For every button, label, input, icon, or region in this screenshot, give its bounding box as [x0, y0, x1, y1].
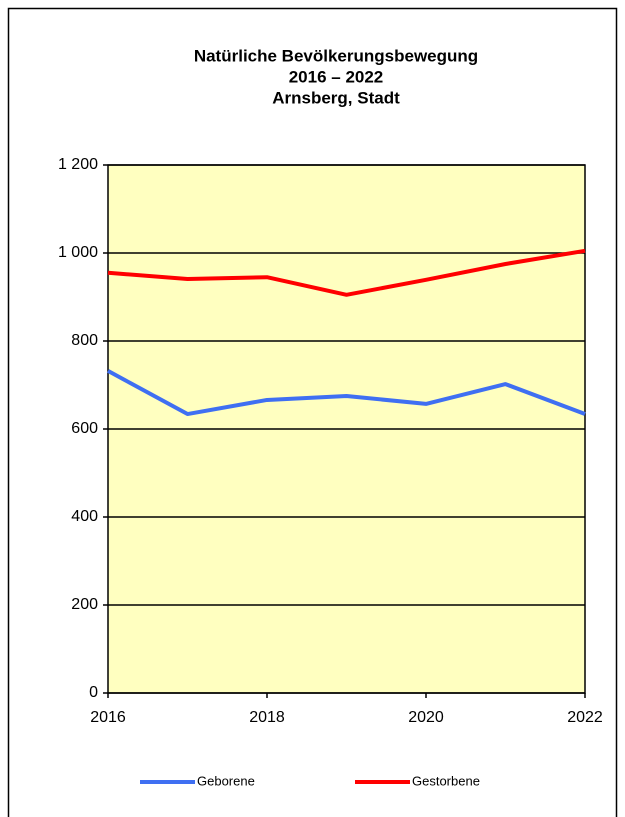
chart-title: 2016 – 2022: [289, 67, 384, 86]
x-tick-label: 2018: [249, 709, 285, 726]
series-line: [107, 248, 586, 297]
x-tick-label: 2016: [90, 709, 126, 726]
chart-title: Arnsberg, Stadt: [272, 88, 400, 107]
y-tick-label: 600: [71, 420, 98, 437]
x-tick-label: 2020: [408, 709, 444, 726]
legend-label: Gestorbene: [412, 773, 480, 788]
series-line: [107, 369, 586, 417]
y-tick-label: 1 200: [58, 156, 98, 173]
y-tick-label: 0: [89, 684, 98, 701]
chart-title: Natürliche Bevölkerungsbewegung: [194, 46, 478, 65]
y-tick-label: 800: [71, 332, 98, 349]
y-tick-label: 400: [71, 508, 98, 525]
y-tick-label: 200: [71, 596, 98, 613]
y-tick-label: 1 000: [58, 244, 98, 261]
x-tick-label: 2022: [567, 709, 603, 726]
legend-label: Geborene: [197, 773, 255, 788]
